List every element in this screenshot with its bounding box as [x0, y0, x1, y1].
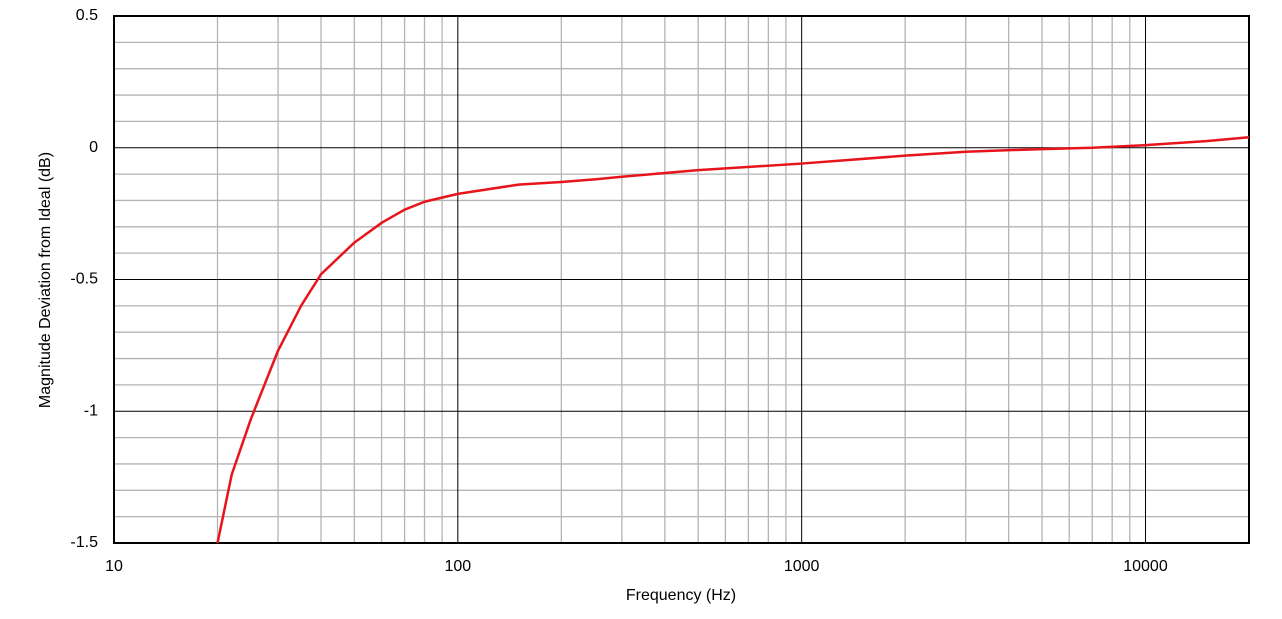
plot-border [113, 15, 1250, 544]
y-tick-label: -1.5 [70, 534, 98, 551]
x-tick-label: 10000 [1123, 558, 1168, 575]
data-line [216, 135, 1250, 544]
x-tick-label: 1000 [784, 558, 820, 575]
y-axis-label: Magnitude Deviation from Ideal (dB) [37, 152, 54, 408]
y-tick-label: -1 [84, 402, 98, 419]
x-tick-label: 100 [444, 558, 471, 575]
y-tick-label: -0.5 [70, 271, 98, 288]
y-tick-label: 0.5 [76, 7, 98, 24]
y-tick-label: 0 [89, 139, 98, 156]
x-tick-label: 10 [105, 558, 123, 575]
x-axis-label: Frequency (Hz) [626, 587, 736, 604]
